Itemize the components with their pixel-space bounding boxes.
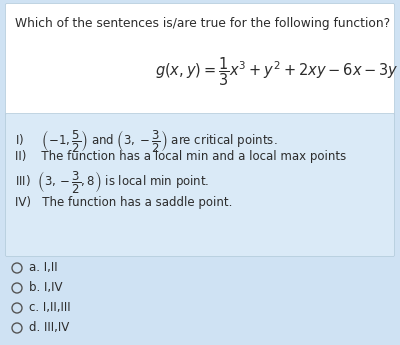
- FancyBboxPatch shape: [6, 114, 394, 256]
- Text: d. III,IV: d. III,IV: [29, 322, 69, 335]
- Text: $g(x, y) = \dfrac{1}{3}x^3 + y^2 + 2xy - 6x - 3y + 4$: $g(x, y) = \dfrac{1}{3}x^3 + y^2 + 2xy -…: [155, 56, 400, 88]
- Circle shape: [12, 323, 22, 333]
- Text: III)  $\left(3, -\dfrac{3}{2}, 8\right)$ is local min point.: III) $\left(3, -\dfrac{3}{2}, 8\right)$ …: [15, 169, 210, 195]
- Text: b. I,IV: b. I,IV: [29, 282, 62, 295]
- Circle shape: [12, 303, 22, 313]
- Text: I)     $\left(-1, \dfrac{5}{2}\right)$ and $\left(3, -\dfrac{3}{2}\right)$ are c: I) $\left(-1, \dfrac{5}{2}\right)$ and $…: [15, 128, 278, 154]
- Text: II)    The function has a local min and a local max points: II) The function has a local min and a l…: [15, 150, 346, 163]
- Text: Which of the sentences is/are true for the following function?: Which of the sentences is/are true for t…: [15, 17, 390, 30]
- Circle shape: [12, 283, 22, 293]
- FancyBboxPatch shape: [6, 3, 394, 115]
- Text: c. I,II,III: c. I,II,III: [29, 302, 71, 315]
- Circle shape: [12, 263, 22, 273]
- Text: IV)   The function has a saddle point.: IV) The function has a saddle point.: [15, 196, 232, 209]
- Text: a. I,II: a. I,II: [29, 262, 58, 275]
